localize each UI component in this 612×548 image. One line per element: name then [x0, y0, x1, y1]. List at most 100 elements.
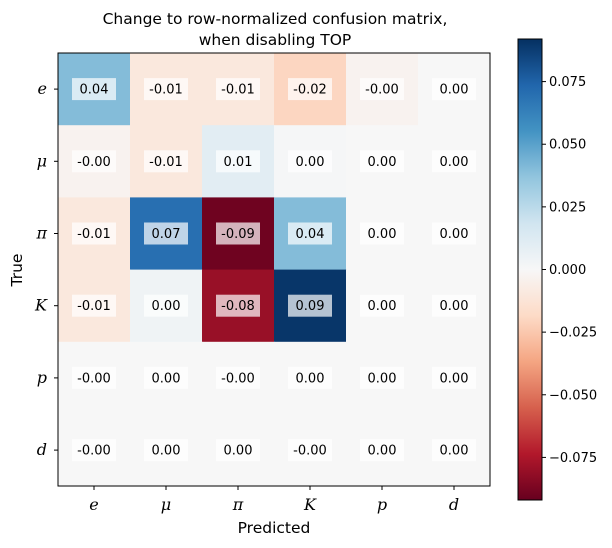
colorbar-tick-label: −0.075: [549, 451, 597, 466]
cell-label-0-1: -0.01: [144, 78, 188, 101]
colorbar-tick-label: −0.025: [549, 326, 597, 341]
cell-value-label: -0.00: [221, 371, 255, 386]
cell-label-0-3: -0.02: [288, 78, 332, 101]
cell-label-5-2: 0.00: [216, 439, 260, 462]
y-axis-ticks: e μ π Kp d: [34, 79, 58, 459]
cell-value-label: -0.08: [221, 299, 255, 314]
cell-label-4-4: 0.00: [360, 366, 404, 389]
colorbar-tick-label: 0.025: [549, 200, 586, 215]
cell-value-label: 0.07: [152, 227, 181, 242]
cell-label-1-3: 0.00: [288, 150, 332, 173]
cell-value-label: 0.00: [440, 227, 469, 242]
cell-label-background: [72, 439, 116, 462]
cell-label-background: [144, 366, 188, 389]
cell-value-label: 0.00: [440, 299, 469, 314]
cell-value-label: 0.00: [152, 444, 181, 459]
cell-value-label: 0.04: [80, 83, 109, 98]
cell-label-background: [288, 150, 332, 173]
cell-value-label: 0.00: [224, 444, 253, 459]
cell-value-label: 0.00: [296, 371, 325, 386]
cell-label-background: [216, 222, 260, 245]
cell-label-5-4: 0.00: [360, 439, 404, 462]
cell-value-label: -0.01: [77, 227, 111, 242]
cell-value-label: 0.00: [440, 444, 469, 459]
cell-value-label: 0.00: [440, 155, 469, 170]
cell-value-label: 0.00: [368, 227, 397, 242]
cell-label-background: [72, 150, 116, 173]
y-tick-label: p: [37, 368, 47, 387]
cell-label-2-4: 0.00: [360, 222, 404, 245]
cell-label-2-5: 0.00: [432, 222, 476, 245]
cell-label-5-3: -0.00: [288, 439, 332, 462]
cell-value-label: 0.00: [368, 155, 397, 170]
cell-value-label: -0.00: [77, 371, 111, 386]
cell-label-background: [72, 294, 116, 317]
cell-value-label: 0.04: [296, 227, 325, 242]
cell-label-background: [360, 78, 404, 101]
cell-label-background: [432, 439, 476, 462]
y-tick-label: d: [37, 440, 47, 459]
cell-label-3-2: -0.08: [216, 294, 260, 317]
cell-label-background: [360, 222, 404, 245]
cell-label-3-5: 0.00: [432, 294, 476, 317]
colorbar-tick-label: 0.000: [549, 263, 586, 278]
cell-label-5-5: 0.00: [432, 439, 476, 462]
cell-label-4-3: 0.00: [288, 366, 332, 389]
cell-label-background: [360, 294, 404, 317]
cell-label-2-1: 0.07: [144, 222, 188, 245]
cell-value-label: -0.09: [221, 227, 255, 242]
cell-label-4-0: -0.00: [72, 366, 116, 389]
cell-label-5-0: -0.00: [72, 439, 116, 462]
x-tick-label: p: [377, 495, 387, 514]
cell-value-label: 0.00: [440, 83, 469, 98]
cell-value-label: 0.00: [368, 444, 397, 459]
x-tick-label: d: [449, 495, 459, 514]
cell-label-2-3: 0.04: [288, 222, 332, 245]
cell-label-background: [288, 439, 332, 462]
cell-value-label: -0.00: [77, 444, 111, 459]
cell-value-label: 0.00: [440, 371, 469, 386]
cell-value-label: -0.00: [365, 83, 399, 98]
cell-label-background: [288, 222, 332, 245]
cell-label-3-0: -0.01: [72, 294, 116, 317]
colorbar-tick-label: 0.075: [549, 75, 586, 90]
x-tick-label: π: [232, 495, 244, 514]
y-axis-label: True: [8, 254, 26, 288]
x-tick-label: K: [303, 495, 317, 514]
cell-label-background: [144, 78, 188, 101]
cell-value-label: 0.00: [152, 371, 181, 386]
cell-label-background: [216, 78, 260, 101]
cell-labels: 0.04 -0.01 -0.01 -0.02 -0.00 0.00 -0.00 -0.01 0.…: [72, 78, 476, 462]
cell-label-0-2: -0.01: [216, 78, 260, 101]
cell-value-label: 0.01: [224, 155, 253, 170]
cell-value-label: -0.01: [149, 83, 183, 98]
cell-value-label: -0.01: [149, 155, 183, 170]
cell-label-background: [72, 366, 116, 389]
cell-label-background: [144, 439, 188, 462]
cell-label-background: [216, 439, 260, 462]
cell-label-1-1: -0.01: [144, 150, 188, 173]
cell-value-label: -0.02: [293, 83, 327, 98]
cell-label-background: [432, 294, 476, 317]
x-tick-label: e: [89, 495, 98, 514]
cell-label-background: [216, 366, 260, 389]
plot-frame: [57, 52, 491, 487]
cell-value-label: 0.09: [296, 299, 325, 314]
cell-label-background: [360, 439, 404, 462]
colorbar-tick-label: −0.050: [549, 388, 597, 403]
cell-label-background: [432, 222, 476, 245]
cell-label-2-0: -0.01: [72, 222, 116, 245]
cell-label-1-2: 0.01: [216, 150, 260, 173]
cell-label-4-2: -0.00: [216, 366, 260, 389]
cell-value-label: -0.00: [77, 155, 111, 170]
x-axis-label: Predicted: [238, 519, 311, 537]
cell-label-background: [360, 150, 404, 173]
cell-label-3-3: 0.09: [288, 294, 332, 317]
cell-label-1-5: 0.00: [432, 150, 476, 173]
cell-label-background: [432, 78, 476, 101]
chart-title-line-1: Change to row-normalized confusion matri…: [103, 10, 448, 28]
cell-label-0-4: -0.00: [360, 78, 404, 101]
cell-value-label: 0.00: [368, 299, 397, 314]
cell-label-background: [288, 78, 332, 101]
